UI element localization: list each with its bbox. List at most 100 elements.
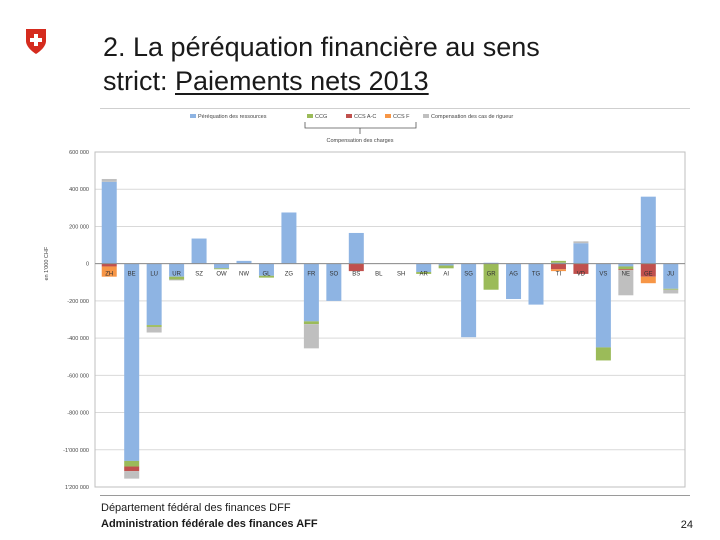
bar-segment bbox=[595, 347, 611, 361]
y-tick-label: -400 000 bbox=[67, 336, 89, 342]
y-tick-label: -800 000 bbox=[67, 411, 89, 417]
bar-segment bbox=[169, 279, 185, 281]
bar-segment bbox=[191, 238, 207, 264]
bar-segment bbox=[618, 269, 634, 271]
y-axis-label: en 1'000 CHF bbox=[44, 246, 50, 280]
title-line-1: 2. La péréquation financière au sens bbox=[103, 32, 540, 62]
bar-segment bbox=[101, 181, 117, 264]
bar-segment bbox=[326, 263, 342, 301]
bar-segment bbox=[124, 466, 140, 472]
x-category-label: GL bbox=[262, 272, 271, 278]
bar-segment bbox=[550, 263, 566, 270]
bar-segment bbox=[573, 263, 589, 274]
x-category-label: LU bbox=[150, 272, 158, 278]
bar-segment bbox=[101, 266, 117, 277]
x-category-label: NE bbox=[622, 272, 630, 278]
legend-swatch bbox=[385, 114, 391, 118]
x-category-label: AG bbox=[509, 272, 518, 278]
x-category-label: ZG bbox=[285, 272, 294, 278]
bar-segment bbox=[618, 266, 634, 270]
y-tick-label: 400 000 bbox=[69, 187, 89, 193]
bar-segment bbox=[303, 321, 319, 325]
title-divider bbox=[100, 108, 690, 109]
bar-segment bbox=[618, 270, 634, 296]
y-tick-label: 200 000 bbox=[69, 224, 89, 230]
bar-segment bbox=[550, 269, 566, 272]
legend-group-label: Compensation des charges bbox=[327, 138, 394, 144]
plot-area bbox=[94, 151, 686, 488]
bar-segment bbox=[528, 263, 544, 305]
x-category-label: TI bbox=[556, 272, 562, 278]
legend-group-bracket bbox=[304, 122, 417, 134]
legend-entry: CCS A-C bbox=[354, 114, 376, 120]
x-category-label: FR bbox=[307, 272, 316, 278]
legend-entry: CCS F bbox=[393, 114, 410, 120]
x-category-label: BE bbox=[128, 272, 136, 278]
x-category-label: SH bbox=[397, 272, 405, 278]
bar-segment bbox=[595, 263, 611, 348]
bar-segment bbox=[663, 263, 679, 289]
x-category-label: GR bbox=[487, 272, 497, 278]
bar-segment bbox=[640, 276, 656, 284]
bar-segment bbox=[438, 263, 454, 266]
title-line-2-plain: strict: bbox=[103, 66, 175, 96]
bar-segment bbox=[573, 241, 589, 244]
page-number: 24 bbox=[680, 519, 693, 531]
bar-segment bbox=[124, 263, 140, 461]
title-line-2-underlined: Paiements nets 2013 bbox=[175, 66, 429, 96]
bar-segment bbox=[146, 263, 162, 326]
x-category-label: TG bbox=[532, 272, 541, 278]
bar-segment bbox=[483, 263, 499, 290]
bar-segment bbox=[281, 212, 297, 264]
bar-segment bbox=[573, 243, 589, 264]
bar-segment bbox=[101, 178, 117, 182]
bar-segment bbox=[438, 265, 454, 269]
bar-segment bbox=[124, 471, 140, 479]
bar-segment bbox=[169, 276, 185, 280]
x-category-label: ZH bbox=[105, 272, 113, 278]
bar-segment bbox=[640, 196, 656, 264]
legend-entry: Compensation des cas de rigueur bbox=[431, 114, 513, 120]
bar-segment bbox=[663, 289, 679, 294]
bar-segment bbox=[461, 263, 477, 338]
legend-swatch bbox=[307, 114, 313, 118]
bar-segment bbox=[416, 263, 432, 273]
x-category-label: SG bbox=[464, 272, 473, 278]
y-tick-label: -600 000 bbox=[67, 373, 89, 379]
x-category-label: JU bbox=[667, 272, 674, 278]
bar-segment bbox=[618, 263, 634, 267]
title-line-2: strict: Paiements nets 2013 bbox=[103, 64, 703, 98]
bar-segment bbox=[348, 232, 364, 264]
legend-entry: Péréquation des ressources bbox=[198, 114, 267, 120]
bar-segment bbox=[303, 263, 319, 322]
bar-segment bbox=[303, 324, 319, 349]
legend-swatch bbox=[190, 114, 196, 118]
x-category-label: GE bbox=[644, 272, 653, 278]
footer-department: Département fédéral des finances DFF bbox=[101, 502, 291, 514]
bar-segment bbox=[124, 460, 140, 467]
x-category-label: OW bbox=[216, 272, 227, 278]
bar-segment bbox=[663, 288, 679, 290]
y-tick-label: -1'000 000 bbox=[63, 448, 89, 454]
bar-segment bbox=[101, 263, 117, 267]
slide-title: 2. La péréquation financière au sens str… bbox=[103, 30, 703, 98]
x-category-label: UR bbox=[172, 272, 181, 278]
bar-segment bbox=[416, 272, 432, 274]
bar-segment bbox=[348, 263, 364, 272]
x-category-label: NW bbox=[239, 272, 249, 278]
bar-segment bbox=[258, 263, 274, 276]
y-tick-label: 0 bbox=[86, 262, 89, 268]
y-tick-label: 1'200 000 bbox=[65, 485, 89, 491]
bar-segment bbox=[214, 263, 230, 269]
bar-segment bbox=[146, 326, 162, 333]
x-category-label: AR bbox=[420, 272, 429, 278]
bar-segment bbox=[258, 275, 274, 278]
x-category-label: VS bbox=[599, 272, 607, 278]
y-tick-label: -200 000 bbox=[67, 299, 89, 305]
x-category-label: SO bbox=[330, 272, 339, 278]
swiss-crest-icon bbox=[26, 29, 46, 54]
legend-swatch bbox=[423, 114, 429, 118]
bar-segment bbox=[550, 260, 566, 263]
x-category-label: BL bbox=[375, 272, 383, 278]
